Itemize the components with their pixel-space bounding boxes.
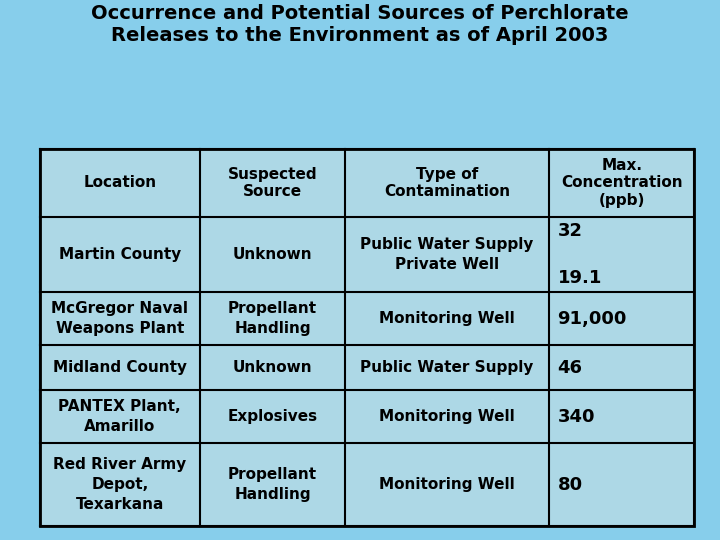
Text: Monitoring Well: Monitoring Well (379, 311, 515, 326)
Text: Midland County: Midland County (53, 360, 186, 375)
Title: Occurrence and Potential Sources of Perchlorate
Releases to the Environment as o: Occurrence and Potential Sources of Perc… (91, 4, 629, 45)
Text: Unknown: Unknown (233, 247, 312, 262)
Text: Explosives: Explosives (228, 409, 318, 424)
Text: 32

19.1: 32 19.1 (557, 222, 602, 287)
Text: Red River Army
Depot,
Texarkana: Red River Army Depot, Texarkana (53, 457, 186, 512)
Text: Propellant
Handling: Propellant Handling (228, 467, 317, 502)
Text: Type of
Contamination: Type of Contamination (384, 167, 510, 199)
Text: Public Water Supply: Public Water Supply (361, 360, 534, 375)
Text: Public Water Supply
Private Well: Public Water Supply Private Well (361, 237, 534, 272)
Text: Suspected
Source: Suspected Source (228, 167, 318, 199)
Text: 80: 80 (557, 476, 582, 494)
Text: 46: 46 (557, 359, 582, 377)
Text: McGregor Naval
Weapons Plant: McGregor Naval Weapons Plant (51, 301, 188, 336)
Text: Unknown: Unknown (233, 360, 312, 375)
Text: 340: 340 (557, 408, 595, 426)
Text: Location: Location (84, 176, 156, 191)
Text: Propellant
Handling: Propellant Handling (228, 301, 317, 336)
Text: Monitoring Well: Monitoring Well (379, 409, 515, 424)
Text: Max.
Concentration
(ppb): Max. Concentration (ppb) (561, 158, 683, 208)
Text: Martin County: Martin County (58, 247, 181, 262)
Text: 91,000: 91,000 (557, 310, 627, 328)
Text: Monitoring Well: Monitoring Well (379, 477, 515, 492)
Text: PANTEX Plant,
Amarillo: PANTEX Plant, Amarillo (58, 400, 181, 434)
FancyBboxPatch shape (40, 149, 695, 526)
